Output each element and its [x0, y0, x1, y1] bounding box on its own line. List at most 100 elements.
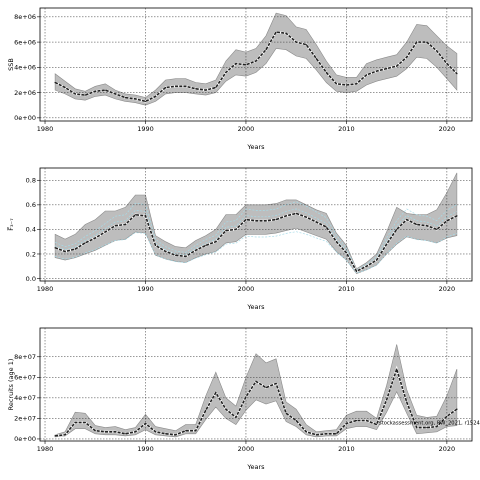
estimate-point [134, 431, 137, 433]
y-tick-label: 6e+07 [14, 374, 36, 382]
estimate-point [154, 244, 157, 246]
estimate-point [64, 86, 66, 89]
estimate-point [94, 90, 96, 92]
estimate-point [255, 60, 257, 62]
estimate-point [215, 392, 217, 394]
assessment-annotation: stockassessment.org, BW_2021, r1524 [379, 421, 480, 427]
estimate-point [456, 73, 458, 75]
estimate-point [265, 386, 267, 389]
estimate-point [64, 434, 66, 436]
y-tick-label: 4e+07 [14, 394, 36, 402]
estimate-point [245, 396, 247, 398]
estimate-point [54, 81, 56, 84]
estimate-point [185, 255, 187, 258]
estimate-point [144, 215, 147, 217]
estimate-point [164, 433, 167, 435]
estimate-point [396, 228, 398, 231]
estimate-point [54, 247, 56, 249]
estimate-point [225, 230, 227, 232]
y-axis-label: Recruits (age 1) [7, 359, 15, 411]
estimate-point [335, 433, 337, 435]
estimate-point [195, 430, 197, 432]
x-tick-label: 2010 [338, 445, 355, 453]
y-tick-label: 0.4 [26, 226, 36, 234]
estimate-point [355, 419, 358, 422]
estimate-point [235, 228, 237, 231]
estimate-point [416, 427, 418, 429]
plot-frame [39, 327, 473, 442]
estimate-point [396, 65, 398, 67]
estimate-point [305, 431, 307, 433]
estimate-point [386, 68, 388, 70]
estimate-point [436, 228, 438, 231]
y-tick-label: 8e+07 [14, 353, 36, 361]
x-tick-label: 2010 [338, 125, 355, 133]
estimate-point [154, 95, 157, 97]
y-tick-label: 8e+06 [14, 13, 36, 21]
estimate-point [275, 218, 277, 221]
confidence-band [54, 172, 458, 274]
estimate-point [396, 368, 398, 370]
estimate-point [114, 93, 116, 95]
estimate-point [225, 71, 227, 73]
estimate-point [175, 254, 177, 256]
estimate-point [426, 41, 428, 43]
x-axis-label: Years [246, 303, 265, 311]
estimate-point [84, 242, 86, 244]
estimate-point [195, 88, 197, 90]
y-tick-label: 0.2 [26, 250, 36, 258]
estimate-point [315, 434, 317, 436]
estimate-point [154, 431, 157, 433]
estimate-point [104, 89, 106, 91]
estimate-point [295, 41, 297, 43]
estimate-point [456, 408, 458, 410]
estimate-point [74, 93, 76, 95]
estimate-point [365, 265, 368, 267]
estimate-point [315, 57, 317, 60]
y-tick-label: 0e+00 [14, 114, 36, 122]
y-tick-label: 0.6 [26, 201, 36, 209]
estimate-point [185, 85, 187, 87]
estimate-point [114, 225, 116, 227]
estimate-point [54, 435, 56, 437]
x-tick-label: 2010 [338, 285, 355, 293]
plot-frame [39, 7, 473, 122]
estimate-point [456, 215, 458, 217]
estimate-point [84, 421, 86, 424]
estimate-point [235, 416, 237, 418]
estimate-point [355, 83, 358, 85]
estimate-point [365, 74, 368, 76]
y-tick-label: 0e+00 [14, 435, 36, 443]
estimate-point [124, 433, 126, 435]
estimate-point [406, 56, 408, 58]
estimate-point [124, 97, 126, 99]
estimate-point [195, 249, 197, 251]
estimate-point [446, 220, 448, 222]
estimate-point [295, 212, 297, 215]
estimate-point [325, 71, 327, 73]
x-tick-label: 2020 [439, 285, 456, 293]
estimate-point [275, 382, 277, 385]
y-tick-label: 0.8 [26, 177, 36, 185]
confidence-band [54, 12, 458, 106]
estimate-point [235, 62, 237, 65]
x-tick-label: 1990 [137, 445, 154, 453]
y-tick-label: 4e+06 [14, 64, 36, 72]
estimate-point [134, 214, 137, 216]
estimate-point [185, 430, 187, 432]
estimate-point [305, 44, 307, 46]
estimate-point [124, 223, 126, 226]
estimate-point [285, 215, 287, 217]
estimate-point [245, 64, 247, 66]
estimate-point [94, 430, 96, 432]
estimate-point [74, 421, 76, 424]
x-tick-label: 2020 [439, 445, 456, 453]
x-tick-label: 1980 [37, 445, 54, 453]
estimate-point [215, 241, 217, 243]
estimate-point [365, 419, 368, 422]
y-axis-label: F̅₃₋₇ [6, 218, 15, 231]
estimate-point [416, 223, 418, 226]
estimate-point [255, 220, 257, 222]
estimate-point [446, 415, 448, 417]
